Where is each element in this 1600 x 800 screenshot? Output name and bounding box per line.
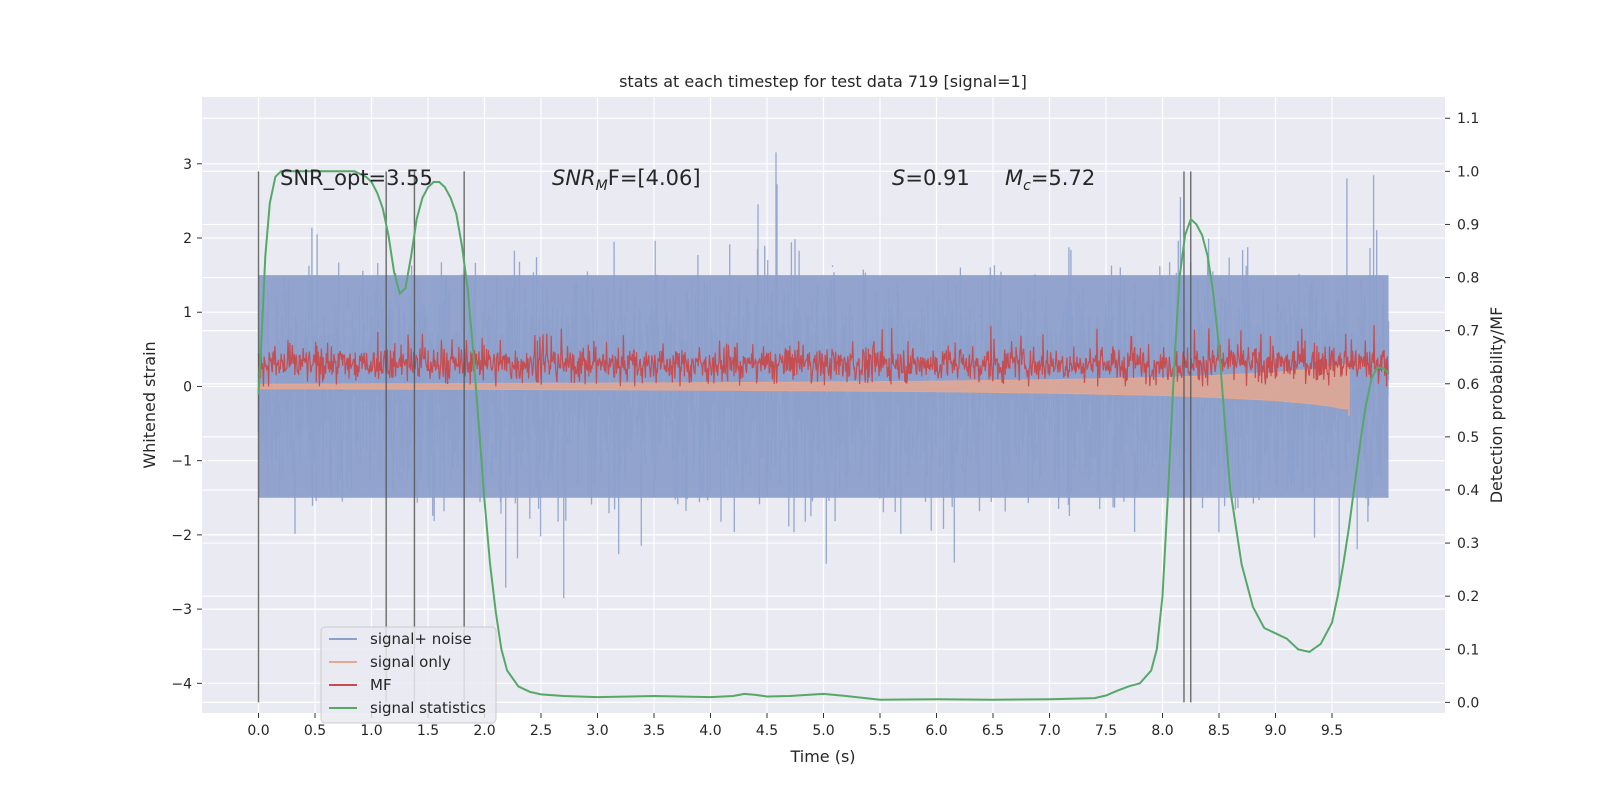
y2-tick-label-0: 0.0	[1457, 695, 1479, 711]
x-tick-label-17: 8.5	[1208, 723, 1230, 739]
x-tick-label-1: 0.5	[304, 723, 326, 739]
x-tick-label-9: 4.5	[756, 723, 778, 739]
signal-statistics-series	[257, 170, 1390, 701]
y2-tick-label-5: 0.5	[1457, 430, 1479, 446]
mc-label: M	[1005, 166, 1023, 190]
x-tick-label-18: 9.0	[1264, 723, 1286, 739]
y-tick-label-7: 3	[183, 157, 192, 173]
x-tick-label-7: 3.5	[643, 723, 665, 739]
y-tick-label-4: 0	[183, 379, 192, 395]
x-tick-label-12: 6.0	[925, 723, 947, 739]
s-annotation: S=0.91	[892, 166, 970, 190]
y-tick-label-6: 2	[183, 231, 192, 247]
x-tick-label-6: 3.0	[586, 723, 608, 739]
y2-tick-label-6: 0.6	[1457, 377, 1479, 393]
x-tick-label-15: 7.5	[1095, 723, 1117, 739]
x-tick-label-16: 8.0	[1151, 723, 1173, 739]
mf-trace	[257, 325, 1390, 387]
x-tick-label-19: 9.5	[1321, 723, 1343, 739]
x-tick-label-3: 1.5	[417, 723, 439, 739]
s-value: =0.91	[905, 166, 969, 190]
s-label: S	[892, 166, 905, 190]
y-tick-label-0: −4	[171, 676, 192, 692]
mc-subscript: c	[1023, 178, 1031, 194]
x-tick-label-0: 0.0	[247, 723, 269, 739]
y2-tick-label-3: 0.3	[1457, 536, 1479, 552]
x-tick-label-5: 2.5	[530, 723, 552, 739]
y-tick-label-2: −2	[171, 528, 192, 544]
legend-label-signal-only: signal only	[370, 653, 451, 671]
snr-mf-prefix: SNR	[552, 166, 596, 190]
y2-tick-label-7: 0.7	[1457, 324, 1479, 340]
legend-label-mf: MF	[370, 676, 392, 694]
x-tick-label-11: 5.5	[869, 723, 891, 739]
y2-axis-label: Detection probability/MF	[1487, 307, 1506, 504]
chart-title: stats at each timestep for test data 719…	[619, 72, 1027, 91]
x-tick-label-13: 6.5	[982, 723, 1004, 739]
x-axis-label: Time (s)	[789, 747, 855, 766]
x-tick-label-2: 1.0	[360, 723, 382, 739]
snr-mf-suffix: F=[4.06]	[608, 166, 701, 190]
y2-tick-label-4: 0.4	[1457, 483, 1479, 499]
x-tick-label-10: 5.0	[812, 723, 834, 739]
snr-mf-annotation: SNRMF=[4.06]	[552, 166, 701, 194]
x-tick-label-8: 4.0	[699, 723, 721, 739]
legend: signal+ noise signal only MF signal stat…	[320, 626, 497, 724]
y-axis-label: Whitened strain	[140, 341, 159, 468]
mc-value: =5.72	[1031, 166, 1095, 190]
mc-annotation: Mc=5.72	[1005, 166, 1095, 194]
x-tick-label-4: 2.0	[473, 723, 495, 739]
legend-label-signal-statistics: signal statistics	[370, 699, 486, 717]
y2-tick-label-9: 0.9	[1457, 217, 1479, 233]
y2-tick-label-10: 1.0	[1457, 164, 1479, 180]
y-tick-label-3: −1	[171, 454, 192, 470]
y2-tick-label-11: 1.1	[1457, 111, 1479, 127]
signal-statistics-line	[257, 170, 1390, 701]
y-tick-label-5: 1	[183, 305, 192, 321]
y2-tick-label-2: 0.2	[1457, 589, 1479, 605]
legend-label-signal-noise: signal+ noise	[370, 630, 472, 648]
snr-opt-annotation: SNR_opt=3.55	[280, 166, 433, 191]
legend-box	[320, 626, 497, 724]
mf-series	[257, 325, 1390, 387]
y-tick-label-1: −3	[171, 602, 192, 618]
axis-ticks: 0.0 0.5 1.0 1.5 2.0 2.5 3.0 3.5 4.0 4.5 5.0 5.5 6.0 6…	[171, 111, 1479, 739]
snr-mf-subscript: M	[596, 178, 608, 194]
y2-tick-label-1: 0.1	[1457, 642, 1479, 658]
y2-tick-label-8: 0.8	[1457, 271, 1479, 287]
signal-only-series	[258, 363, 1350, 417]
x-tick-label-14: 7.0	[1038, 723, 1060, 739]
